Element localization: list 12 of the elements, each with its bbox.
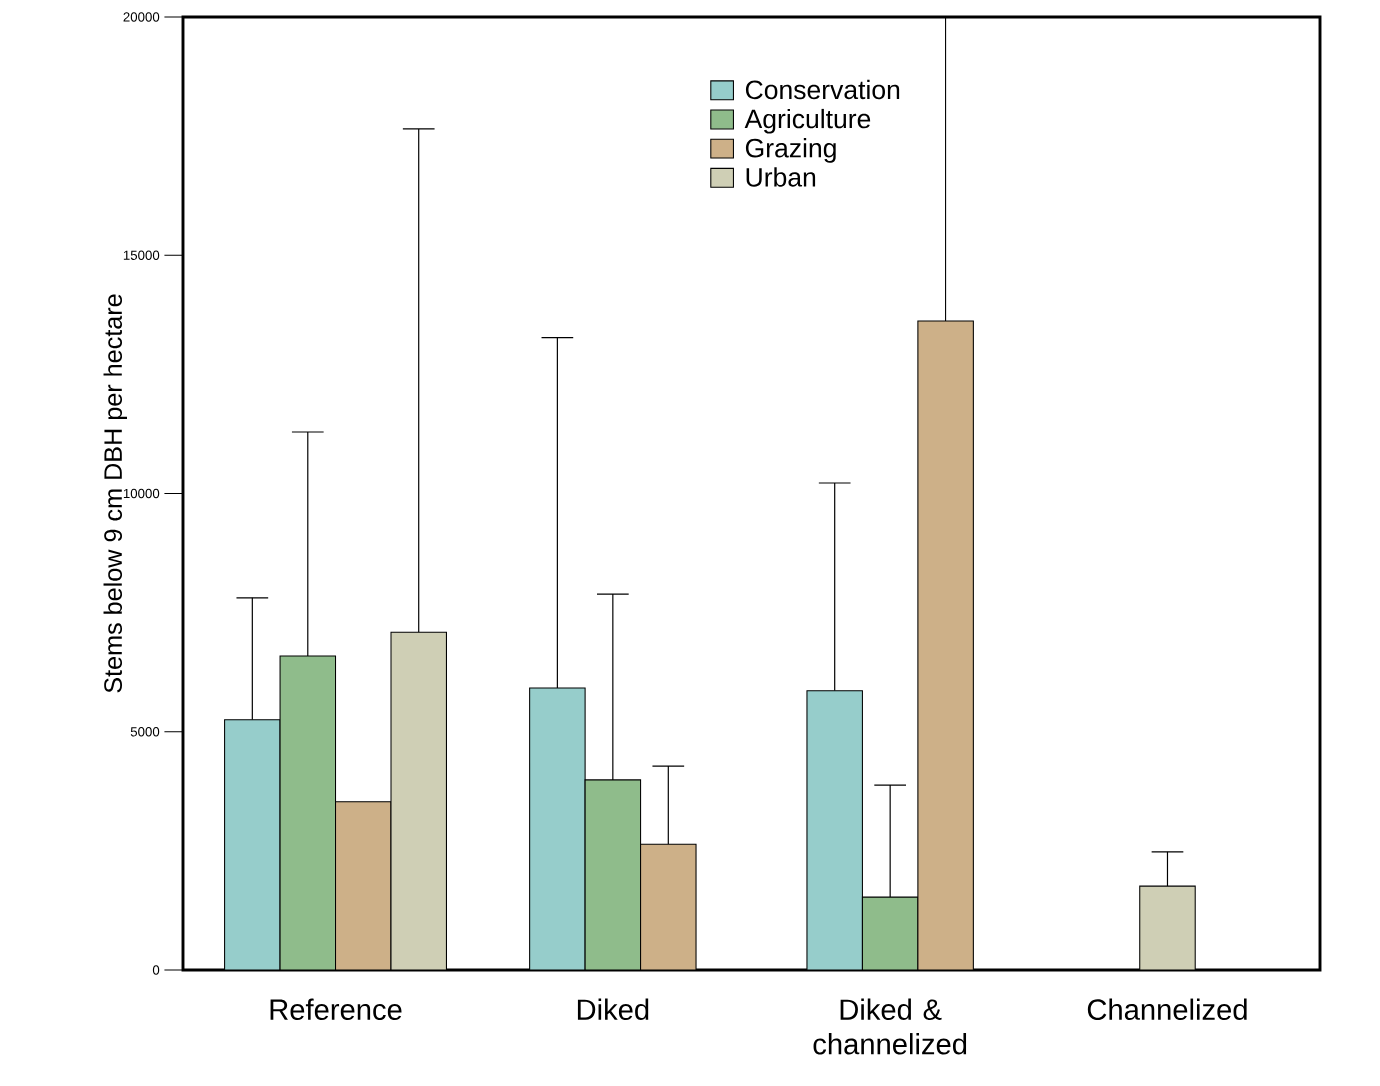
legend-label: Grazing bbox=[745, 138, 836, 163]
legend-label: Agriculture bbox=[744, 108, 871, 134]
y-tick-label: 20000 bbox=[123, 12, 160, 22]
y-tick-label: 0 bbox=[152, 965, 160, 975]
x-tick-label: Reference bbox=[270, 998, 402, 1020]
legend-label: Urban bbox=[746, 167, 816, 187]
y-tick-label: 5000 bbox=[130, 727, 160, 737]
x-tick-label: Diked & channelized bbox=[813, 998, 967, 1055]
x-tick-label: Channelized bbox=[1087, 998, 1247, 1021]
legend-label: Conservation bbox=[745, 79, 900, 100]
y-tick-label: 15000 bbox=[123, 250, 160, 260]
x-tick-label: Diked bbox=[577, 998, 649, 1021]
